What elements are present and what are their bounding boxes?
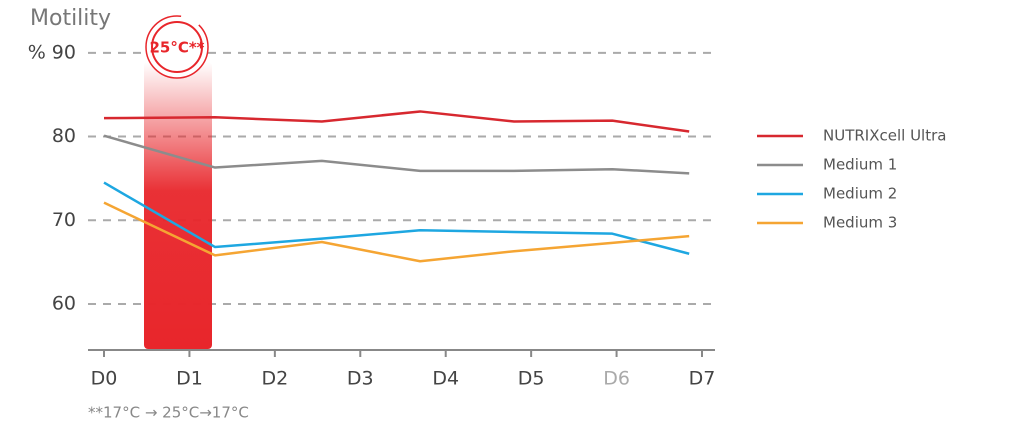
series-line: [103, 110, 690, 133]
badge-circle: [151, 21, 203, 73]
series-line: [103, 181, 690, 255]
x-tick-label: D7: [689, 368, 716, 390]
footnote: **17°C → 25°C→17°C: [88, 404, 249, 422]
temperature-band: [144, 62, 212, 349]
x-tick-label: D6: [603, 368, 630, 390]
legend-label: Medium 3: [823, 214, 897, 232]
x-tick-label: D5: [518, 368, 545, 390]
badge-text: 25°C**: [149, 39, 204, 57]
x-tick-label: D1: [176, 368, 203, 390]
legend-label: Medium 2: [823, 185, 897, 203]
x-tick-label: D4: [432, 368, 459, 390]
series-line: [103, 134, 690, 175]
x-tick-label: D2: [261, 368, 288, 390]
x-tick-label: D3: [347, 368, 374, 390]
y-tick-label: % 90: [28, 41, 76, 63]
legend-label: NUTRIXcell Ultra: [823, 127, 946, 145]
y-tick-label: 70: [52, 209, 76, 231]
legend-label: Medium 1: [823, 156, 897, 174]
y-tick-label: 60: [52, 292, 76, 314]
y-tick-label: 80: [52, 125, 76, 147]
series-line: [103, 201, 690, 263]
y-axis-title: Motility: [30, 6, 111, 31]
x-tick-label: D0: [91, 368, 118, 390]
